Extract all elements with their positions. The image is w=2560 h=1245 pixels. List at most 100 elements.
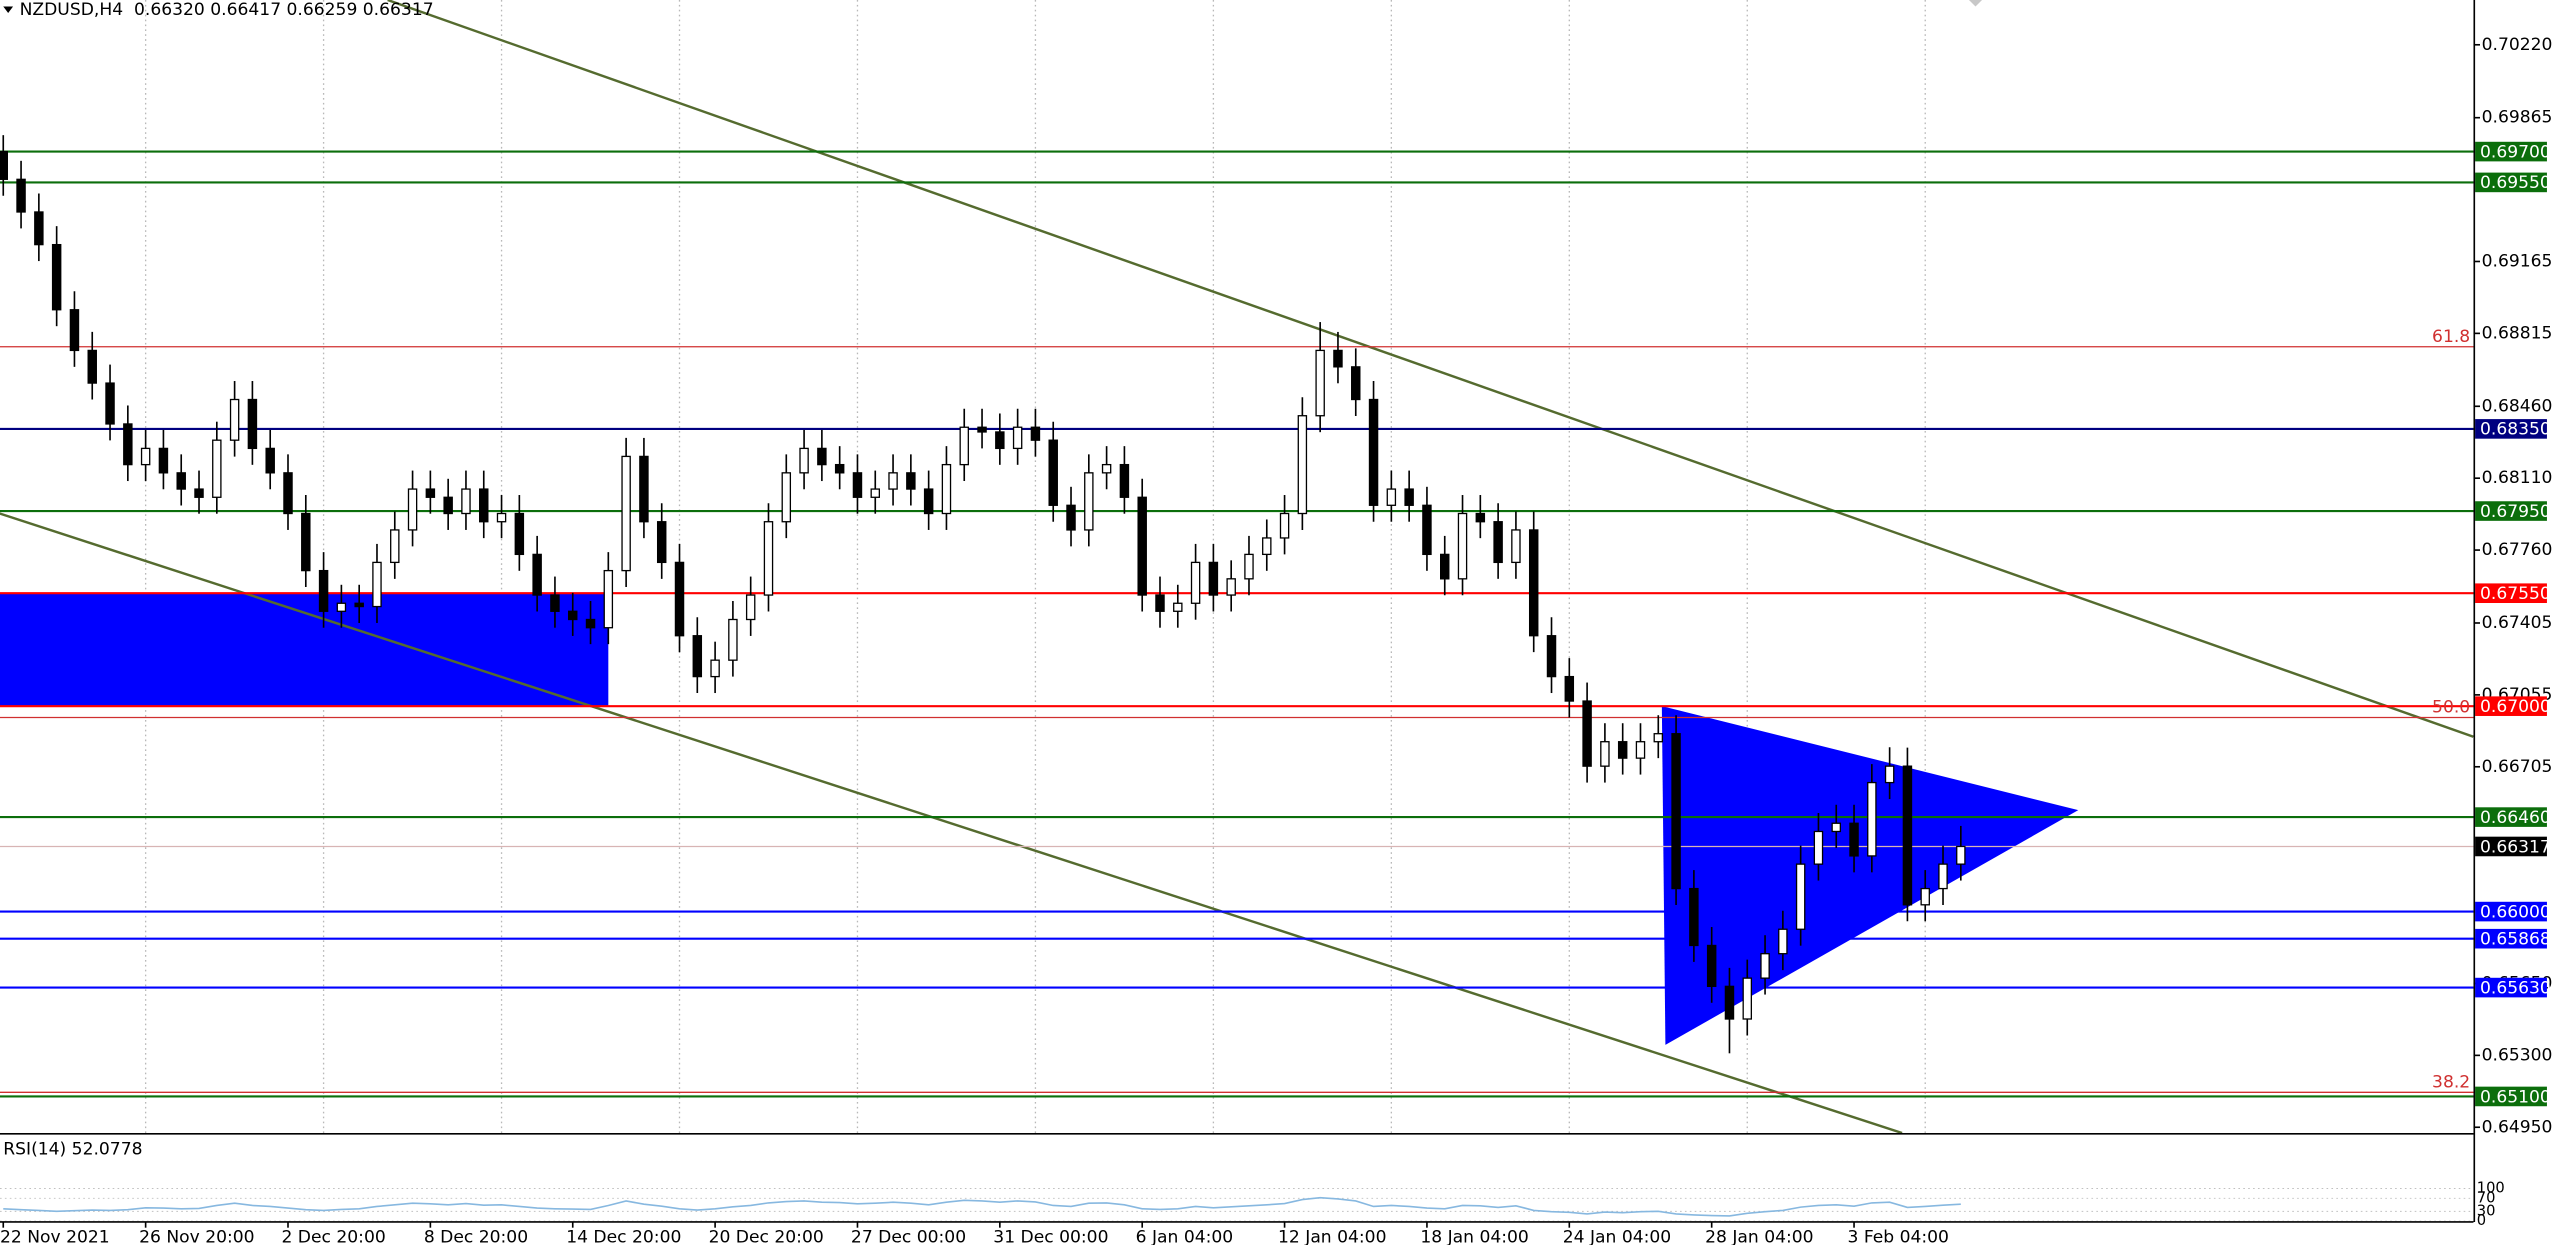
x-tick-label: 28 Jan 04:00	[1705, 1227, 1813, 1245]
candle-body	[336, 602, 347, 612]
candle-body	[372, 561, 382, 608]
candle-body	[1208, 561, 1219, 596]
chart-title: NZDUSD,H4 0.66320 0.66417 0.66259 0.6631…	[20, 0, 434, 20]
candle-body	[1867, 781, 1877, 857]
level-box	[2475, 419, 2547, 439]
candle-body	[603, 569, 614, 629]
candle-body	[745, 594, 756, 621]
candle-body	[1831, 822, 1841, 833]
level-box	[2475, 807, 2547, 827]
x-tick-label: 2 Dec 20:00	[281, 1227, 385, 1245]
x-tick-label: 31 Dec 00:00	[993, 1227, 1108, 1245]
candle-body	[283, 472, 293, 515]
level-box	[2475, 928, 2547, 949]
x-tick-label: 27 Dec 00:00	[851, 1227, 966, 1245]
level-label: 0.66317	[2480, 837, 2551, 857]
candle-body	[1226, 578, 1236, 596]
candle-body	[550, 594, 560, 612]
candle-body	[1101, 463, 1112, 474]
level-label: 0.67950	[2480, 502, 2551, 522]
y-tick-label: 0.67760	[2482, 540, 2553, 560]
candle-body	[34, 211, 44, 246]
rsi-line	[3, 1196, 1961, 1217]
fib-label: 38.2	[2432, 1073, 2470, 1093]
candle-body	[1706, 944, 1717, 988]
candle-body	[763, 521, 774, 596]
rsi-tick-label: 30	[2477, 1202, 2496, 1219]
y-tick-label: 0.68815	[2482, 323, 2553, 343]
candle-body	[1493, 521, 1503, 564]
x-tick-label: 18 Jan 04:00	[1420, 1227, 1528, 1245]
candle-body	[1030, 426, 1041, 441]
candle-body	[1724, 985, 1735, 1020]
candle-body	[514, 512, 525, 556]
candle-body	[1760, 953, 1770, 979]
candle-body	[674, 561, 685, 637]
candle-body	[1457, 512, 1468, 580]
rsi-pane	[0, 1188, 2474, 1222]
candle-body	[318, 569, 329, 612]
menu-arrow[interactable]	[3, 6, 14, 14]
candle-body	[834, 463, 845, 474]
rsi-tick-label: 0	[2477, 1212, 2486, 1229]
level-label: 0.65868	[2480, 930, 2551, 950]
level-label: 0.67550	[2480, 584, 2551, 604]
candle-body	[1795, 863, 1806, 930]
candle-body	[1778, 928, 1788, 955]
candle-body	[1600, 741, 1610, 767]
candle-body	[1137, 496, 1147, 596]
candle-body	[621, 455, 631, 572]
candle-body	[1671, 733, 1681, 890]
candle-body	[1813, 830, 1824, 865]
y-tick-label: 0.68460	[2482, 396, 2553, 416]
candle-body	[870, 488, 880, 498]
rsi-label: RSI(14) 52.0778	[3, 1139, 142, 1159]
candle-body	[194, 488, 204, 498]
candle-body	[1546, 635, 1557, 678]
x-tick-label: 6 Jan 04:00	[1136, 1227, 1234, 1245]
candle-body	[1048, 439, 1058, 506]
level-label: 0.67000	[2480, 697, 2551, 717]
y-tick-label: 0.68110	[2482, 468, 2553, 488]
candle-body	[1902, 765, 1913, 906]
candle-body	[212, 439, 222, 498]
candle-body	[496, 512, 507, 523]
level-box	[2475, 1086, 2547, 1107]
x-tick-label: 12 Jan 04:00	[1278, 1227, 1386, 1245]
candle-body	[656, 521, 667, 564]
candle-body	[1528, 529, 1539, 637]
candle-body	[1333, 349, 1343, 368]
level-box	[2475, 583, 2547, 604]
trendline	[0, 512, 1903, 1134]
candle-body	[1511, 529, 1521, 564]
candle-body	[1244, 553, 1254, 580]
y-tick-label: 0.65300	[2482, 1045, 2553, 1065]
candle-body	[1635, 741, 1646, 759]
candle-body	[1884, 765, 1895, 784]
trendline	[387, 0, 2474, 738]
candle-body	[923, 488, 934, 515]
x-tick-label: 26 Nov 20:00	[139, 1227, 254, 1245]
candle-body	[1404, 488, 1414, 506]
candle-body	[1155, 594, 1165, 612]
x-tick-label: 24 Jan 04:00	[1563, 1227, 1671, 1245]
candle-body	[1066, 504, 1076, 531]
candle-body	[123, 423, 133, 466]
y-tick-label: 0.67405	[2482, 613, 2553, 633]
x-tick-label: 14 Dec 20:00	[566, 1227, 681, 1245]
candle-body	[1849, 822, 1859, 857]
candle-body	[941, 463, 952, 515]
candle-body	[799, 447, 809, 474]
candle-body	[354, 602, 364, 608]
candle-body	[407, 488, 418, 531]
candle-body	[1368, 398, 1379, 506]
candle-body	[906, 472, 916, 490]
level-box	[2475, 901, 2547, 922]
candle-body	[781, 472, 792, 523]
candle-body	[959, 426, 969, 466]
candle-body	[585, 618, 596, 629]
candle-body	[692, 635, 703, 678]
candle-body	[16, 178, 26, 213]
level-label: 0.68350	[2480, 420, 2551, 440]
